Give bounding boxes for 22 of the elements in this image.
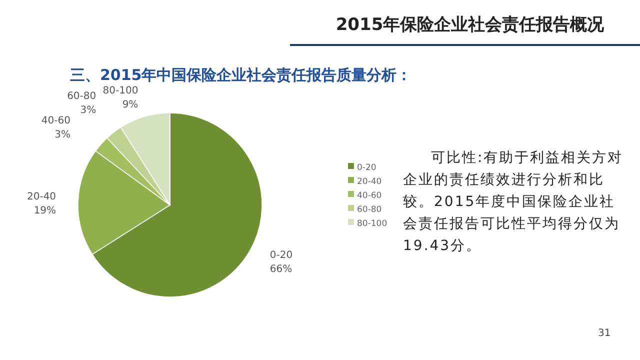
data-label: 9% <box>122 100 138 111</box>
data-label: 19% <box>34 205 56 216</box>
legend-label: 60-80 <box>357 205 382 215</box>
legend-label: 40-60 <box>357 191 382 201</box>
chart-subtitle: 三、2015年中国保险企业社会责任报告质量分析： <box>70 66 412 84</box>
slice-label: 80-100 <box>102 86 138 97</box>
text: 2015年保险企业社会责任报告概况 <box>336 15 606 35</box>
data-label: 3% <box>54 130 70 141</box>
slice-label: 0-20 <box>270 250 293 261</box>
slice-label: 40-60 <box>41 116 70 127</box>
pie-slice <box>78 150 170 255</box>
text: 31 <box>598 328 611 339</box>
legend-label: 0-20 <box>357 163 376 173</box>
slice-label: 60-80 <box>67 90 96 102</box>
data-label: 66% <box>270 264 292 275</box>
slice-label: 20-40 <box>26 191 56 202</box>
legend-label: 20-40 <box>357 177 382 187</box>
pie-slice <box>120 112 170 206</box>
legend-label: 80-100 <box>357 219 388 229</box>
data-label: 3% <box>80 104 96 116</box>
pie-slice <box>95 138 170 206</box>
text: 可比性:有助于利益相关方对企业的责任绩效进行分析和比较。2015年度中国保险企业社会责任报告可比性平均得分仅为19.43分。 <box>403 149 624 256</box>
